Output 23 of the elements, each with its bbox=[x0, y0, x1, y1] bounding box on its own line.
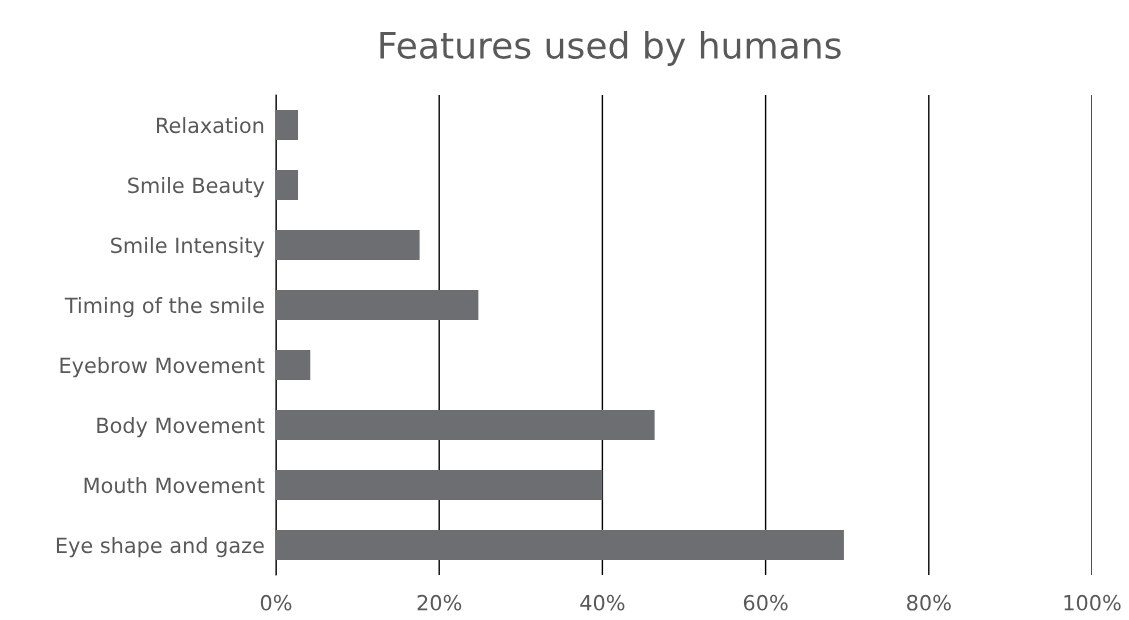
x-tick-label: 0% bbox=[260, 594, 292, 611]
bar bbox=[276, 410, 655, 440]
x-tick-label: 40% bbox=[580, 594, 625, 611]
y-tick-label: Timing of the smile bbox=[64, 297, 264, 318]
x-tick-label: 60% bbox=[743, 594, 788, 611]
y-tick-label: Body Movement bbox=[97, 417, 265, 438]
x-tick-label: 80% bbox=[907, 594, 951, 611]
y-tick-label: Eyebrow Movement bbox=[60, 357, 265, 378]
chart-title: Features used by humans bbox=[380, 31, 841, 66]
bar bbox=[276, 110, 299, 140]
x-tick-label: 20% bbox=[417, 594, 462, 611]
x-tick-label: 100% bbox=[1064, 594, 1121, 611]
bar bbox=[276, 230, 420, 260]
y-tick-label: Relaxation bbox=[157, 117, 264, 134]
y-tick-label: Eye shape and gaze bbox=[56, 537, 264, 558]
bar bbox=[276, 170, 299, 200]
bar bbox=[276, 290, 479, 320]
bar bbox=[276, 530, 844, 560]
y-tick-label: Mouth Movement bbox=[84, 477, 265, 494]
bar bbox=[276, 350, 311, 380]
y-tick-label: Smile Beauty bbox=[128, 177, 265, 198]
bar bbox=[276, 470, 603, 500]
y-tick-label: Smile Intensity bbox=[111, 237, 265, 258]
